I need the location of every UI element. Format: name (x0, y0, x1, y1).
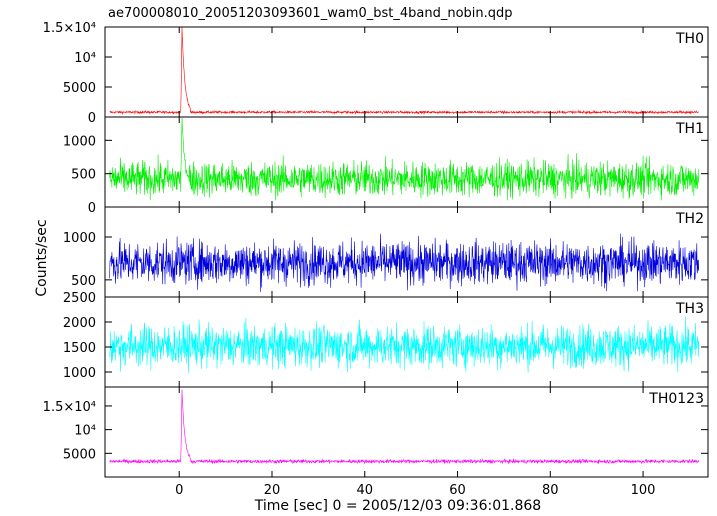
panel-th1: 0 500 1000 TH1 (63, 116, 709, 216)
panel-frame (104, 386, 709, 478)
y-tick-label: 1000 (63, 231, 96, 246)
y-tick-label: 1000 (63, 366, 96, 381)
panel-label-th3: TH3 (675, 301, 704, 317)
panel-label-th1: TH1 (675, 121, 704, 137)
y-tick-label: 1000 (63, 134, 96, 149)
y-tick-label: 1500 (63, 341, 96, 356)
series-line-th3 (109, 316, 699, 374)
x-tick-label: 20 (264, 483, 281, 498)
x-tick-label: 40 (356, 483, 373, 498)
y-tick-label: 10⁴ (74, 51, 96, 66)
y-tick-label: 0 (88, 111, 96, 126)
panels: 0 5000 10⁴ 1.5×10⁴ TH0 0 500 1000 TH1 500 1000 TH2 1… (43, 21, 709, 478)
x-tick-label: 100 (631, 483, 656, 498)
panel-frame (104, 26, 709, 118)
y-tick-label: 2500 (63, 291, 96, 306)
chart-title: ae700008010_20051203093601_wam0_bst_4ban… (108, 6, 513, 21)
y-tick-label: 2000 (63, 316, 96, 331)
y-axis-label: Counts/sec (34, 219, 50, 296)
series-line-th1 (109, 117, 699, 201)
x-tick-label: 60 (449, 483, 466, 498)
series-line-th2 (109, 233, 699, 293)
y-tick-label: 5000 (63, 81, 96, 96)
x-tick-label: 0 (175, 483, 183, 498)
panel-th0: 0 5000 10⁴ 1.5×10⁴ TH0 (43, 21, 709, 126)
panel-label-th0: TH0 (675, 31, 704, 47)
y-tick-label: 500 (71, 168, 96, 183)
x-axis: 0 20 40 60 80 100 (175, 483, 655, 498)
panel-th2: 500 1000 TH2 (63, 206, 709, 298)
panel-th0123: 5000 10⁴ 1.5×10⁴ TH0123 (43, 386, 709, 478)
panel-label-th2: TH2 (675, 211, 704, 227)
panel-th3: 1000 1500 2000 2500 TH3 (63, 291, 709, 388)
y-tick-label: 5000 (63, 447, 96, 462)
panel-label-th0123: TH0123 (648, 391, 704, 407)
x-tick-label: 80 (542, 483, 559, 498)
series-line-th0 (109, 27, 699, 115)
y-tick-label: 500 (71, 274, 96, 289)
y-tick-label: 1.5×10⁴ (43, 400, 96, 415)
y-tick-label: 1.5×10⁴ (43, 21, 96, 36)
series-line-th0123 (109, 389, 699, 465)
y-tick-label: 0 (88, 201, 96, 216)
y-tick-label: 10⁴ (74, 424, 96, 439)
x-axis-label: Time [sec] 0 = 2005/12/03 09:36:01.868 (254, 498, 541, 514)
panel-frame (104, 116, 709, 208)
